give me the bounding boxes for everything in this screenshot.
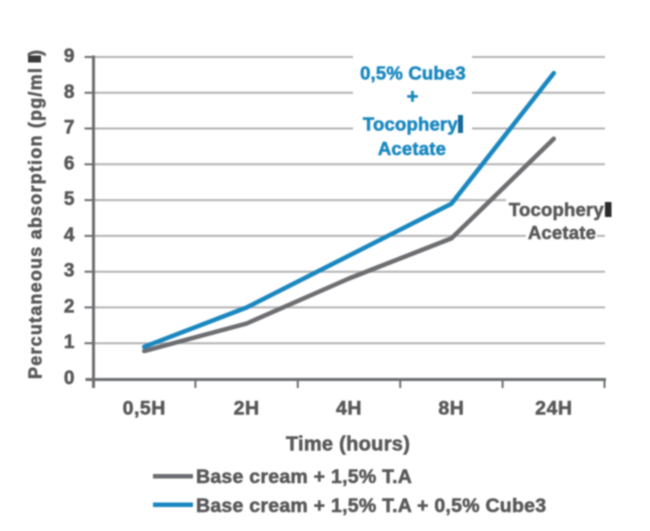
svg-text:3: 3 [64,261,75,282]
svg-text:): ) [26,50,46,56]
svg-text:6: 6 [64,153,75,174]
svg-text:5: 5 [64,189,75,210]
svg-text:Percutaneous absorption (pg/ml: Percutaneous absorption (pg/ml [26,67,46,379]
svg-text:2H: 2H [234,398,260,420]
svg-text:Base cream + 1,5% T.A + 0,5% C: Base cream + 1,5% T.A + 0,5% Cube3 [196,495,546,517]
svg-text:9: 9 [64,46,75,67]
svg-text:Base cream + 1,5% T.A: Base cream + 1,5% T.A [196,466,412,488]
svg-text:Time (hours): Time (hours) [286,434,410,456]
svg-text:4H: 4H [336,398,362,420]
svg-text:2: 2 [64,296,75,317]
svg-text:+: + [407,86,419,108]
svg-text:Acetate: Acetate [528,222,596,243]
svg-text:8: 8 [64,82,75,103]
svg-text:Acetate: Acetate [378,138,446,159]
svg-text:Tocopheryl: Tocopheryl [363,114,463,135]
svg-text:1: 1 [64,332,75,353]
svg-text:0: 0 [64,368,75,389]
svg-text:7: 7 [64,118,75,139]
svg-text:4: 4 [64,225,75,246]
svg-text:8H: 8H [438,398,464,420]
svg-text:0,5H: 0,5H [123,398,166,420]
svg-text:0,5% Cube3: 0,5% Cube3 [360,62,466,83]
svg-text:24H: 24H [535,398,572,420]
svg-text:Tocopheryl: Tocopheryl [509,199,609,220]
